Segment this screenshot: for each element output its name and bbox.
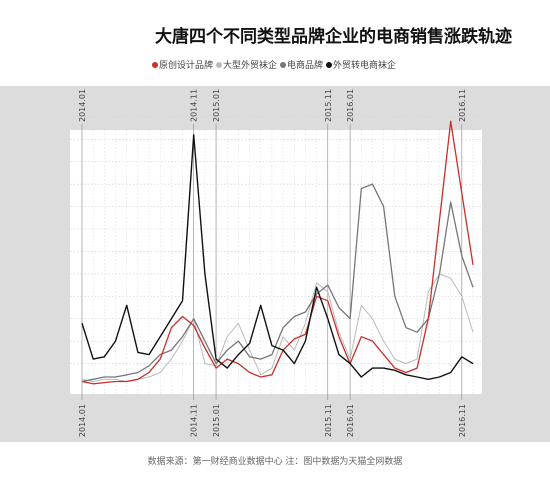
tick-label-bottom: 2016.11 — [458, 404, 467, 437]
legend-dot-large-export — [216, 61, 223, 68]
grid — [70, 116, 482, 394]
tick-label-top: 2015.11 — [324, 89, 333, 122]
tick-label-top: 2015.01 — [212, 89, 221, 122]
legend-label-ecommerce-brand: 电商品牌 — [287, 61, 324, 71]
legend-label-original-design: 原创设计品牌 — [159, 61, 214, 71]
series-line-1 — [81, 273, 474, 382]
tick-label-bottom: 2015.01 — [212, 404, 221, 437]
x-axis-ticks: 2014.01 2014.01 2014.11 2014.11 2015.01 2015.… — [78, 89, 467, 437]
source-note: 数据来源：第一财经商业数据中心 注：图中数据为天猫全网数据 — [147, 457, 403, 467]
legend-dot-export-to-ecommerce — [326, 61, 333, 68]
tick-label-top: 2016.01 — [346, 89, 355, 122]
frame-right — [482, 86, 550, 442]
legend-label-large-export: 大型外贸袜企 — [223, 61, 278, 71]
legend-label-export-to-ecommerce: 外贸转电商袜企 — [333, 61, 397, 71]
series-line-3 — [81, 134, 474, 380]
legend-item-export-to-ecommerce: 外贸转电商袜企 — [326, 58, 396, 71]
legend: 原创设计品牌 大型外贸袜企 电商品牌 外贸转电商袜企 — [152, 58, 399, 71]
chart-title: 大唐四个不同类型品牌企业的电商销售涨跌轨迹 — [155, 27, 512, 47]
frame-top — [0, 86, 550, 130]
tick-label-top: 2014.01 — [78, 89, 87, 122]
tick-label-bottom: 2015.11 — [324, 404, 333, 437]
tick-label-bottom: 2014.11 — [190, 404, 199, 437]
frame-left — [0, 86, 70, 442]
tick-label-bottom: 2016.01 — [346, 404, 355, 437]
legend-dot-original-design — [152, 61, 158, 68]
series-line-0 — [81, 120, 474, 385]
legend-item-large-export: 大型外贸袜企 — [216, 58, 277, 71]
tick-label-bottom: 2014.01 — [78, 404, 87, 437]
series-line-2 — [81, 183, 474, 383]
series-lines — [81, 120, 474, 385]
tick-label-top: 2014.11 — [190, 89, 199, 122]
chart-background — [0, 86, 550, 442]
legend-item-ecommerce-brand: 电商品牌 — [280, 58, 323, 71]
legend-item-original-design: 原创设计品牌 — [152, 58, 213, 71]
frame-bottom — [0, 394, 550, 442]
tick-label-top: 2016.11 — [458, 89, 467, 122]
legend-dot-ecommerce-brand — [280, 61, 287, 68]
